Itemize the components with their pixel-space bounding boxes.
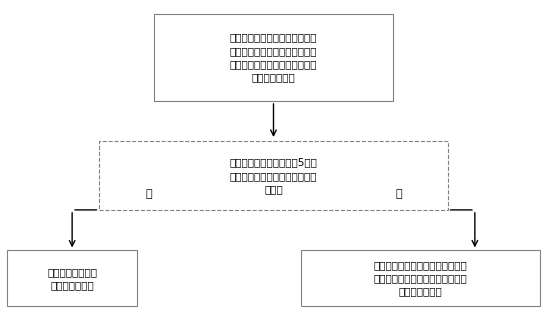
- FancyBboxPatch shape: [100, 141, 447, 210]
- Text: 车辆检测模块内的设备检测传感
器通过检测主控单元向车辆检测
器接收模块发送心跳消息，发送
频率为每秒一次: 车辆检测模块内的设备检测传感 器通过检测主控单元向车辆检测 器接收模块发送心跳消…: [230, 33, 317, 82]
- Text: 当前时段设备检测
传感器工作正常: 当前时段设备检测 传感器工作正常: [47, 267, 97, 290]
- Text: 车辆检测器接收模块判断5秒内
是否接收到设备检测传感器的心
跳消息: 车辆检测器接收模块判断5秒内 是否接收到设备检测传感器的心 跳消息: [230, 158, 317, 194]
- Text: 是: 是: [145, 189, 152, 199]
- FancyBboxPatch shape: [7, 250, 137, 306]
- Text: 否: 否: [395, 189, 402, 199]
- FancyBboxPatch shape: [301, 250, 540, 306]
- FancyBboxPatch shape: [154, 14, 393, 101]
- Text: 当前时段设备检测传感器工作异常
，车辆检测器该收模块上报此设备
检测传感器出错: 当前时段设备检测传感器工作异常 ，车辆检测器该收模块上报此设备 检测传感器出错: [374, 260, 467, 297]
